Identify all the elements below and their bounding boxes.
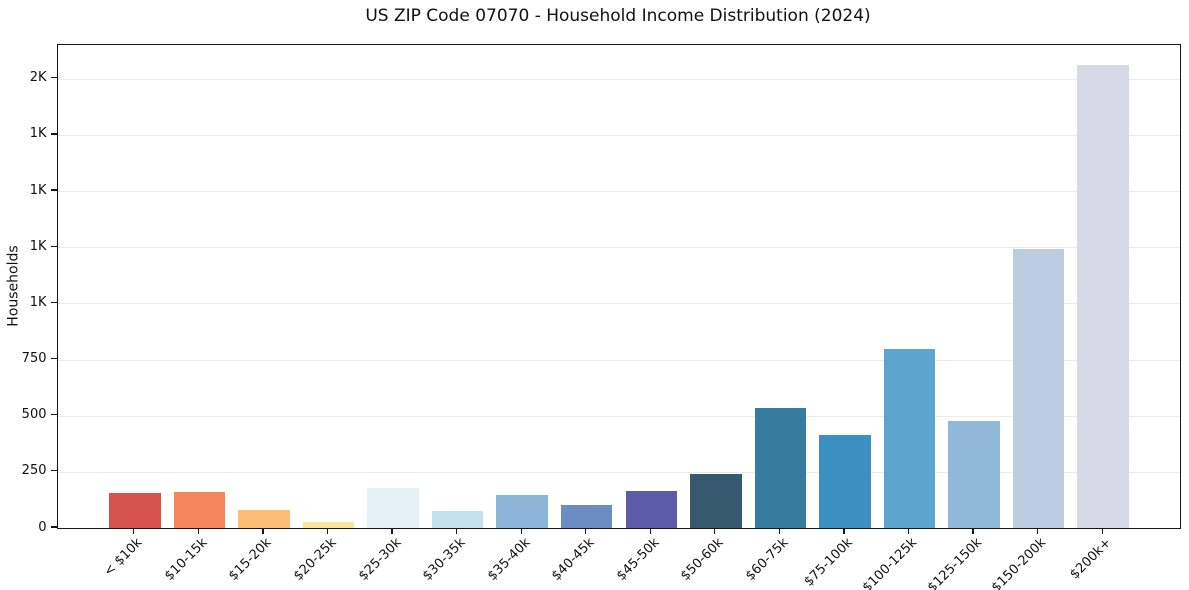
y-tick-label: 1K	[29, 294, 47, 310]
y-axis-tick	[50, 357, 57, 360]
y-tick-label: 500	[21, 407, 47, 423]
y-axis-tick	[50, 301, 57, 303]
y-axis-title: Households	[5, 245, 22, 327]
y-tick-label: 2K	[29, 70, 47, 86]
bar-100-125k	[883, 349, 936, 528]
bar-45-50k	[625, 490, 678, 528]
x-tick-label: $200k+	[1067, 535, 1115, 583]
bar-50-60k	[690, 474, 742, 528]
bar-25-30k	[367, 487, 419, 528]
x-axis-tick	[391, 528, 393, 535]
gridline	[58, 78, 1180, 80]
bar-10-15k	[173, 492, 226, 528]
x-tick-label: $40-45k	[549, 535, 598, 584]
y-tick-label: 1K	[29, 238, 47, 254]
bar-125-150k	[948, 420, 1000, 528]
x-tick-label: $45-50k	[613, 535, 663, 584]
gridline	[58, 303, 1180, 305]
gridline	[58, 415, 1180, 417]
x-axis-tick	[262, 528, 264, 535]
bar-75-100k	[819, 435, 871, 528]
x-tick-label: $150-200k	[989, 535, 1050, 590]
plot-area	[57, 44, 1181, 529]
x-tick-label: $60-75k	[742, 535, 792, 584]
x-axis-tick	[326, 528, 329, 535]
x-axis-tick	[843, 528, 845, 535]
gridline	[58, 247, 1180, 249]
x-axis-tick	[649, 528, 651, 535]
y-tick-label: 750	[21, 351, 47, 366]
y-axis-tick	[50, 526, 57, 528]
y-axis-tick	[50, 189, 57, 191]
gridline	[58, 359, 1180, 361]
chart-title: US ZIP Code 07070 - Household Income Dis…	[365, 6, 871, 26]
y-tick-label: 250	[21, 463, 47, 479]
x-tick-label: $50-60k	[678, 535, 727, 584]
bar-30-35k	[431, 510, 484, 528]
x-tick-label: $25-30k	[355, 535, 405, 584]
x-axis-tick	[778, 528, 781, 535]
y-tick-label: 1K	[29, 126, 47, 142]
x-tick-label: $30-35k	[420, 535, 469, 584]
bar-15-20k	[238, 510, 290, 528]
y-tick-label: 0	[38, 519, 47, 535]
x-axis-tick	[1101, 528, 1103, 535]
x-axis-tick	[972, 528, 974, 535]
x-axis-tick	[714, 528, 716, 535]
y-axis-tick	[50, 133, 57, 135]
x-tick-label: < $10k	[101, 535, 146, 580]
x-tick-label: $20-25k	[290, 535, 340, 584]
x-tick-label: $100-125k	[860, 535, 921, 590]
bar-150-200k	[1012, 249, 1065, 528]
bar-200k	[1077, 65, 1129, 528]
x-tick-label: $35-40k	[484, 535, 534, 584]
gridline	[58, 134, 1180, 136]
x-axis-tick	[197, 528, 200, 535]
x-tick-label: $10-15k	[161, 535, 211, 584]
bar-35-40k	[496, 495, 548, 528]
x-axis-tick	[133, 528, 135, 535]
x-axis-tick	[1036, 528, 1039, 535]
x-tick-label: $125-150k	[924, 535, 986, 590]
y-axis-tick	[50, 77, 57, 79]
bar-20-25k	[302, 522, 355, 528]
bar-40-45k	[560, 504, 613, 528]
y-axis-tick	[50, 245, 57, 247]
x-axis-tick	[455, 528, 458, 535]
y-tick-label: 1K	[29, 182, 47, 198]
x-tick-label: $15-20k	[226, 535, 275, 584]
y-axis-tick	[50, 414, 57, 416]
bar-10k	[109, 493, 161, 528]
x-tick-label: $75-100k	[801, 535, 856, 590]
bar-60-75k	[754, 407, 807, 528]
gridline	[58, 191, 1180, 192]
x-axis-tick	[520, 528, 522, 535]
y-axis-tick	[50, 470, 57, 472]
gridline	[58, 471, 1180, 473]
x-axis-tick	[907, 528, 910, 535]
x-axis-tick	[585, 528, 587, 535]
